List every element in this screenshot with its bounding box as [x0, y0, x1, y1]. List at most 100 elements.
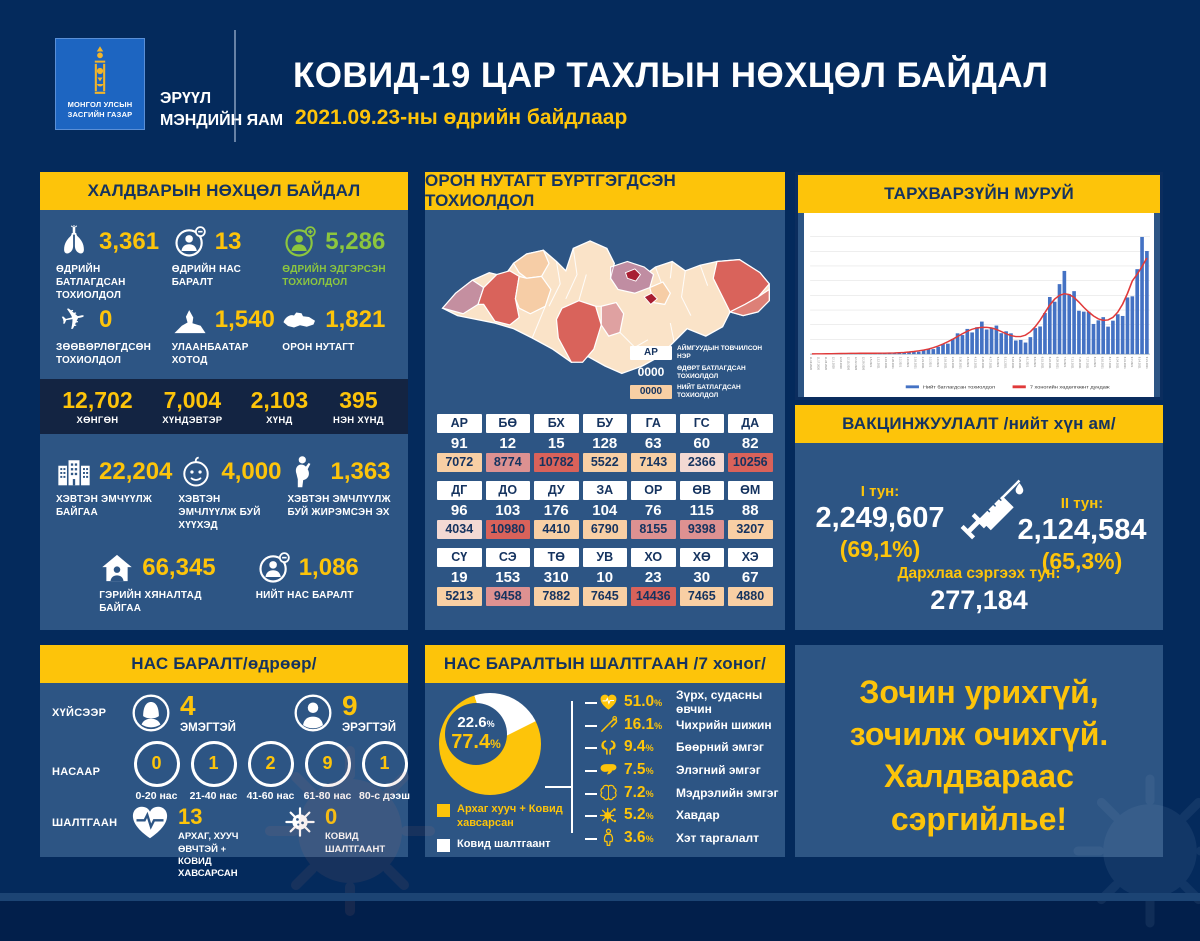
covid-only-pct: 22.6%: [457, 715, 494, 732]
stat-value: 5,286: [325, 228, 385, 256]
cause-list: 51.0% Зүрх, судасны өвчин 16.1% Чихрийн …: [585, 691, 779, 849]
stat-baby: 4,000 ХЭВТЭН ЭМЧЛҮҮЛЖ БУЙ ХҮҮХЭД: [178, 454, 281, 532]
stat-death: 13 ӨДРИЙН НАС БАРАЛТ: [172, 224, 277, 302]
stat-label: ОРОН НУТАГТ: [282, 341, 392, 354]
region-abbr: БӨ: [486, 414, 531, 433]
region-abbr: СЭ: [486, 548, 531, 567]
heart-pulse-icon: [130, 805, 170, 841]
region-total-cases: 4410: [534, 520, 579, 539]
death-causes-title: НАС БАРАЛТЫН ШАЛТГААН /7 хоног/: [425, 645, 785, 683]
region-total-cases: 3207: [728, 520, 773, 539]
severity-label: ХӨНГӨН: [50, 415, 145, 426]
cancer-icon: [599, 806, 618, 825]
region-abbr: ТӨ: [534, 548, 579, 567]
svg-text:6.8.2021: 6.8.2021: [1033, 357, 1037, 368]
region-total-cases: 7072: [437, 453, 482, 472]
cause-item: 9.4% Бөөрний эмгэг: [585, 736, 779, 759]
region-daily-cases: 115: [680, 500, 725, 520]
region-cell-ГС: ГС 60 2366: [680, 414, 725, 472]
diabetes-icon: [599, 715, 618, 734]
age-range: 21-40 нас: [187, 790, 240, 803]
region-total-cases: 8155: [631, 520, 676, 539]
svg-text:6.22.2021: 6.22.2021: [1048, 357, 1052, 369]
map-legend: АР АЙМГУУДЫН ТОВЧИЛСОН НЭР 0000 ӨДӨРТ БА…: [630, 342, 769, 400]
svg-text:7.20.2021: 7.20.2021: [1078, 357, 1082, 369]
svg-text:1.19.2021: 1.19.2021: [884, 357, 888, 369]
stat-hospital: 22,204 ХЭВТЭН ЭМЧҮҮЛЖ БАЙГАА: [56, 454, 172, 532]
svg-text:8.31.2021: 8.31.2021: [1123, 357, 1127, 369]
donut-center-labels: 22.6% 77.4%: [445, 703, 507, 765]
dose2-value: 2,124,584: [1007, 514, 1157, 547]
region-total-cases: 5522: [583, 453, 628, 472]
svg-text:11.10.2020: 11.10.2020: [809, 357, 813, 371]
cause-bracket-line: [571, 701, 573, 833]
airplane-icon: ✈: [56, 302, 92, 338]
region-abbr: ДА: [728, 414, 773, 433]
svg-text:4.13.2021: 4.13.2021: [973, 357, 977, 369]
stat-home: 66,345 ГЭРИЙН ХЯНАЛТАД БАЙГАА: [99, 550, 217, 615]
svg-text:11.17.2020: 11.17.2020: [816, 357, 820, 371]
region-abbr: ГА: [631, 414, 676, 433]
svg-text:4.6.2021: 4.6.2021: [966, 357, 970, 368]
map-legend-row: АР АЙМГУУДЫН ТОВЧИЛСОН НЭР: [630, 345, 769, 361]
female-count: 4: [180, 692, 236, 720]
region-abbr: ДО: [486, 481, 531, 500]
region-daily-cases: 91: [437, 433, 482, 453]
svg-text:5.4.2021: 5.4.2021: [996, 357, 1000, 368]
svg-text:2.9.2021: 2.9.2021: [906, 357, 910, 368]
svg-text:4.20.2021: 4.20.2021: [981, 357, 985, 369]
pregnant-icon: [287, 454, 323, 490]
cause-label: Элэгний эмгэг: [676, 763, 761, 777]
cause-label: Мэдрэлийн эмгэг: [676, 786, 779, 800]
stat-label: ХЭВТЭН ЭМЧЛҮҮЛЖ БУЙ ЖИРЭМСЭН ЭХ: [287, 493, 392, 519]
region-total-cases: 6790: [583, 520, 628, 539]
cause-percent: 5.2%: [624, 806, 670, 824]
region-cell-ХӨ: ХӨ 30 7465: [680, 548, 725, 606]
map-legend-label: НИЙТ БАТЛАГДСАН ТОХИОЛДОЛ: [677, 384, 769, 400]
svg-text:9.7.2021: 9.7.2021: [1130, 357, 1134, 368]
cause-label: Зүрх, судасны өвчин: [676, 688, 779, 716]
cause-percent: 16.1%: [624, 716, 670, 734]
age-count: 1: [191, 741, 237, 787]
region-daily-cases: 30: [680, 567, 725, 587]
mongolia-map: АР АЙМГУУДЫН ТОВЧИЛСОН НЭР 0000 ӨДӨРТ БА…: [425, 210, 785, 406]
cause-item: 5.2% Хавдар: [585, 804, 779, 827]
region-abbr: ЗА: [583, 481, 628, 500]
age-group: 1 21-40 нас: [187, 741, 240, 803]
svg-text:Нийт батлагдсан тохиолдол: Нийт батлагдсан тохиолдол: [923, 384, 995, 391]
svg-text:8.3.2021: 8.3.2021: [1093, 357, 1097, 368]
region-total-cases: 8774: [486, 453, 531, 472]
svg-text:3.30.2021: 3.30.2021: [958, 357, 962, 369]
region-total-cases: 10782: [534, 453, 579, 472]
cause-item: 7.2% Мэдрэлийн эмгэг: [585, 781, 779, 804]
svg-text:4.27.2021: 4.27.2021: [988, 357, 992, 369]
total-death-icon: [256, 550, 292, 586]
home-care-stats-row: 66,345 ГЭРИЙН ХЯНАЛТАД БАЙГАА 1,086 НИЙТ…: [40, 532, 408, 615]
severity-label: ХҮНДЭВТЭР: [145, 415, 240, 426]
cause-percent: 51.0%: [624, 693, 670, 711]
svg-text:6.1.2021: 6.1.2021: [1026, 357, 1030, 368]
region-total-cases: 10256: [728, 453, 773, 472]
region-abbr: ХЭ: [728, 548, 773, 567]
cause-label: Бөөрний эмгэг: [676, 740, 764, 754]
region-daily-cases: 23: [631, 567, 676, 587]
stat-label: НИЙТ НАС БАРАЛТ: [256, 589, 359, 602]
region-total-cases: 7645: [583, 587, 628, 606]
svg-text:3.2.2021: 3.2.2021: [929, 357, 933, 368]
region-abbr: ӨВ: [680, 481, 725, 500]
stat-total-death: 1,086 НИЙТ НАС БАРАЛТ: [256, 550, 359, 615]
comorbid-count: 13: [178, 804, 202, 829]
region-daily-cases: 103: [486, 500, 531, 520]
svg-text:5.18.2021: 5.18.2021: [1011, 357, 1015, 369]
svg-text:7.6.2021: 7.6.2021: [1063, 357, 1067, 368]
comorbid-covid-deaths: 13 АРХАГ, ХУУЧ ӨВЧТЭЙ + КОВИД ХАВСАРСАН: [130, 805, 243, 881]
stat-pregnant: 1,363 ХЭВТЭН ЭМЧЛҮҮЛЖ БУЙ ЖИРЭМСЭН ЭХ: [287, 454, 392, 532]
mongolia-icon: [282, 302, 318, 338]
severity-value: 395: [319, 387, 398, 414]
covid-dashboard: { "colors":{"background":"#042a5c","pane…: [0, 0, 1200, 901]
severity-item: 12,702 ХӨНГӨН: [50, 387, 145, 426]
region-total-cases: 7143: [631, 453, 676, 472]
region-total-cases: 9458: [486, 587, 531, 606]
page-title: КОВИД-19 ЦАР ТАХЛЫН НӨХЦӨЛ БАЙДАЛ: [293, 56, 1048, 96]
age-group: 0 0-20 нас: [130, 741, 183, 803]
